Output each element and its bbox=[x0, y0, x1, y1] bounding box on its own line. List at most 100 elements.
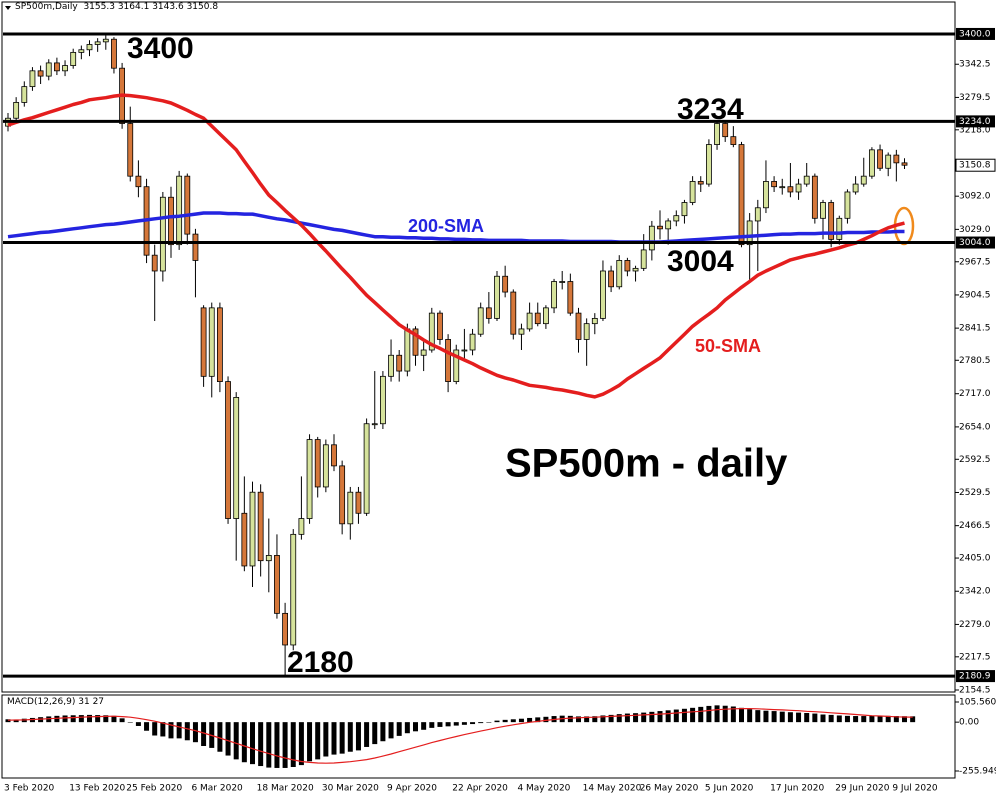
candle-body bbox=[13, 102, 20, 119]
macd-bar bbox=[567, 715, 573, 723]
macd-bar bbox=[853, 716, 859, 723]
y-tick-label: 2154.5 bbox=[959, 686, 991, 696]
candle-body bbox=[322, 444, 329, 488]
candle-body bbox=[681, 202, 688, 217]
candle-body bbox=[420, 349, 427, 356]
level-label-box bbox=[956, 670, 995, 683]
macd-bar bbox=[225, 722, 231, 756]
candle-body bbox=[428, 312, 435, 351]
macd-bar bbox=[5, 719, 11, 723]
candle-body bbox=[901, 162, 908, 166]
x-tick-label: 25 Feb 2020 bbox=[126, 784, 182, 794]
y-tick-label: 2529.5 bbox=[959, 488, 991, 498]
macd-bar bbox=[347, 722, 353, 752]
macd-bar bbox=[103, 715, 109, 723]
y-tick-label: 2904.5 bbox=[959, 290, 991, 300]
y-tick-label: 2279.0 bbox=[959, 620, 991, 630]
macd-bar bbox=[274, 722, 280, 768]
candle-body bbox=[347, 491, 354, 525]
x-tick-label: 30 Mar 2020 bbox=[322, 784, 379, 794]
macd-bar bbox=[54, 715, 60, 723]
macd-bar bbox=[796, 712, 802, 723]
macd-bar bbox=[282, 722, 288, 768]
candle-body bbox=[836, 217, 843, 240]
candle-body bbox=[852, 183, 859, 193]
candle-body bbox=[86, 44, 93, 51]
candle-body bbox=[265, 555, 272, 562]
macd-bar bbox=[828, 714, 834, 723]
macd-bar bbox=[233, 722, 239, 760]
macd-bar bbox=[380, 722, 386, 742]
macd-bar bbox=[600, 715, 606, 723]
candle-body bbox=[608, 270, 614, 288]
candle-body bbox=[249, 491, 256, 567]
macd-bar bbox=[315, 722, 321, 760]
macd-bar bbox=[877, 715, 883, 723]
level-annotation: 2180 bbox=[287, 646, 354, 679]
price-label-box bbox=[955, 158, 996, 172]
macd-bar bbox=[763, 710, 769, 723]
x-tick-label: 18 Mar 2020 bbox=[257, 784, 314, 794]
macd-bar bbox=[681, 708, 687, 723]
macd-value: 31 bbox=[78, 697, 90, 707]
macd-y-tick-label: -255.949 bbox=[959, 767, 996, 777]
macd-bar bbox=[307, 722, 313, 762]
candle-body bbox=[754, 207, 761, 222]
candle-body bbox=[567, 281, 574, 314]
candle-body bbox=[111, 38, 117, 69]
macd-bar bbox=[633, 713, 639, 723]
candle-body bbox=[306, 439, 313, 519]
macd-bar bbox=[657, 711, 663, 723]
candle-body bbox=[339, 465, 346, 525]
macd-bar bbox=[323, 722, 329, 757]
candle-body bbox=[412, 328, 419, 356]
macd-bar bbox=[258, 722, 264, 767]
y-tick-label: 2654.0 bbox=[959, 422, 991, 432]
macd-bar bbox=[861, 716, 867, 723]
high: 3164.1 bbox=[117, 2, 150, 12]
macd-bar bbox=[331, 722, 337, 755]
macd-bar bbox=[217, 722, 223, 752]
level-label: 3400.0 bbox=[959, 29, 991, 39]
candle-body bbox=[746, 220, 753, 246]
candle-body bbox=[510, 291, 517, 335]
macd-bar bbox=[649, 711, 655, 723]
candle-body bbox=[657, 225, 663, 230]
macd-bar bbox=[885, 715, 891, 723]
macd-bar bbox=[698, 706, 704, 723]
macd-bar bbox=[608, 714, 614, 723]
level-label: 3004.0 bbox=[959, 238, 991, 248]
candle-body bbox=[176, 175, 183, 246]
macd-bar bbox=[160, 722, 166, 737]
candle-body bbox=[787, 186, 794, 193]
macd-bar bbox=[429, 722, 435, 728]
candle-body bbox=[151, 254, 158, 272]
macd-bar bbox=[111, 715, 117, 723]
macd-frame bbox=[1, 694, 956, 779]
macd-bar bbox=[576, 716, 581, 723]
y-tick-label: 3092.0 bbox=[959, 192, 991, 202]
macd-bar bbox=[13, 719, 19, 723]
macd-bar bbox=[690, 707, 696, 723]
candle-body bbox=[811, 175, 818, 219]
candle-body bbox=[363, 423, 370, 514]
candle-body bbox=[225, 381, 231, 519]
candle-body bbox=[632, 267, 639, 272]
macd-bar bbox=[616, 714, 622, 723]
macd-bar bbox=[364, 722, 370, 747]
candle-body bbox=[877, 149, 883, 169]
candle-body bbox=[885, 154, 892, 169]
macd-bar bbox=[543, 716, 549, 723]
macd-bar bbox=[714, 705, 720, 723]
level-label-box bbox=[956, 236, 995, 249]
header: SP500m,Daily 3155.3 3164.1 3143.6 3150.8 bbox=[15, 2, 218, 12]
candle-body bbox=[78, 49, 85, 53]
signal-value: 27 bbox=[92, 697, 105, 707]
macd-bar bbox=[152, 722, 158, 736]
candle-body bbox=[29, 70, 36, 88]
macd-bar bbox=[820, 714, 826, 723]
sma-label: 200-SMA bbox=[408, 216, 484, 236]
close: 3150.8 bbox=[186, 2, 219, 12]
macd-bar bbox=[641, 712, 647, 723]
